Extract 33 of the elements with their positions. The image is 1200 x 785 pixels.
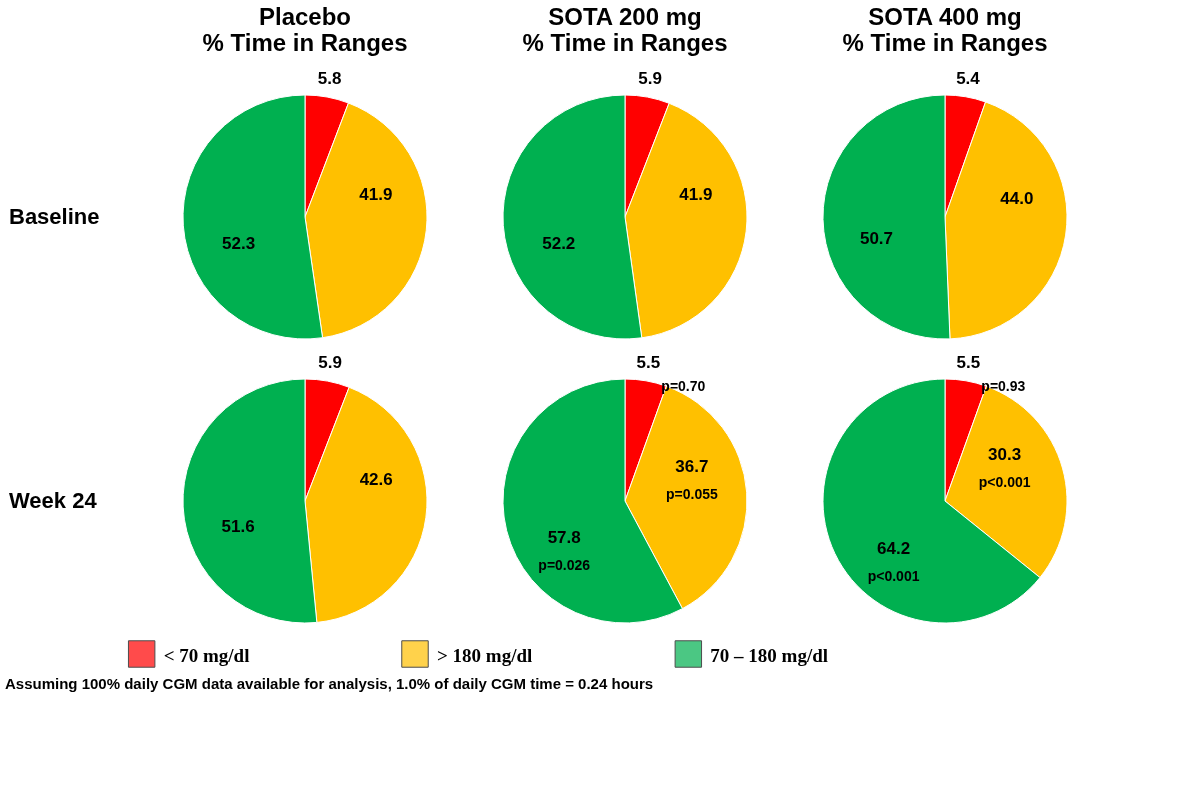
text: p<0.001 (978, 473, 1031, 490)
data-label: 5.4 (956, 68, 981, 88)
data-label: 52.2 (542, 234, 576, 254)
data-label: 41.9 (359, 184, 393, 204)
text: p=0.026 (538, 556, 591, 573)
data-label: 5.9 (638, 69, 662, 89)
text: Assuming 100% daily CGM data available for analysis, 1.0% of daily CGM time = 0.24 hours (5, 675, 654, 692)
data-label: 5.5 (956, 353, 981, 373)
data-label: 44.0 (1000, 189, 1034, 209)
text: Baseline (9, 204, 100, 229)
chart-title: SOTA 400 mg % Time in Ranges (842, 2, 1048, 56)
text: p<0.001 (867, 568, 920, 585)
chart-title: SOTA 200 mg % Time in Ranges (522, 3, 728, 57)
data-label: 57.8 (547, 527, 581, 547)
legend-label: > 180 mg/dl (437, 645, 533, 666)
data-label: 41.9 (679, 184, 713, 204)
legend-label: 70 – 180 mg/dl (710, 645, 829, 666)
data-label: 64.2 (877, 539, 911, 559)
text: p=0.70 (661, 377, 706, 394)
text: p=0.055 (666, 486, 718, 503)
data-label: 42.6 (359, 470, 393, 490)
data-label: 36.7 (675, 457, 709, 477)
data-label: 5.8 (317, 69, 342, 89)
text: p=0.93 (981, 377, 1026, 394)
data-label: 50.7 (859, 228, 894, 248)
data-label: 30.3 (988, 444, 1022, 464)
data-label: 5.9 (318, 353, 342, 373)
data-label: 51.6 (221, 516, 255, 536)
legend-label: < 70 mg/dl (163, 645, 250, 666)
data-label: 5.5 (636, 353, 661, 373)
text: Week 24 (9, 488, 98, 513)
data-label: 52.3 (222, 233, 256, 253)
chart-title: Placebo % Time in Ranges (202, 3, 408, 57)
